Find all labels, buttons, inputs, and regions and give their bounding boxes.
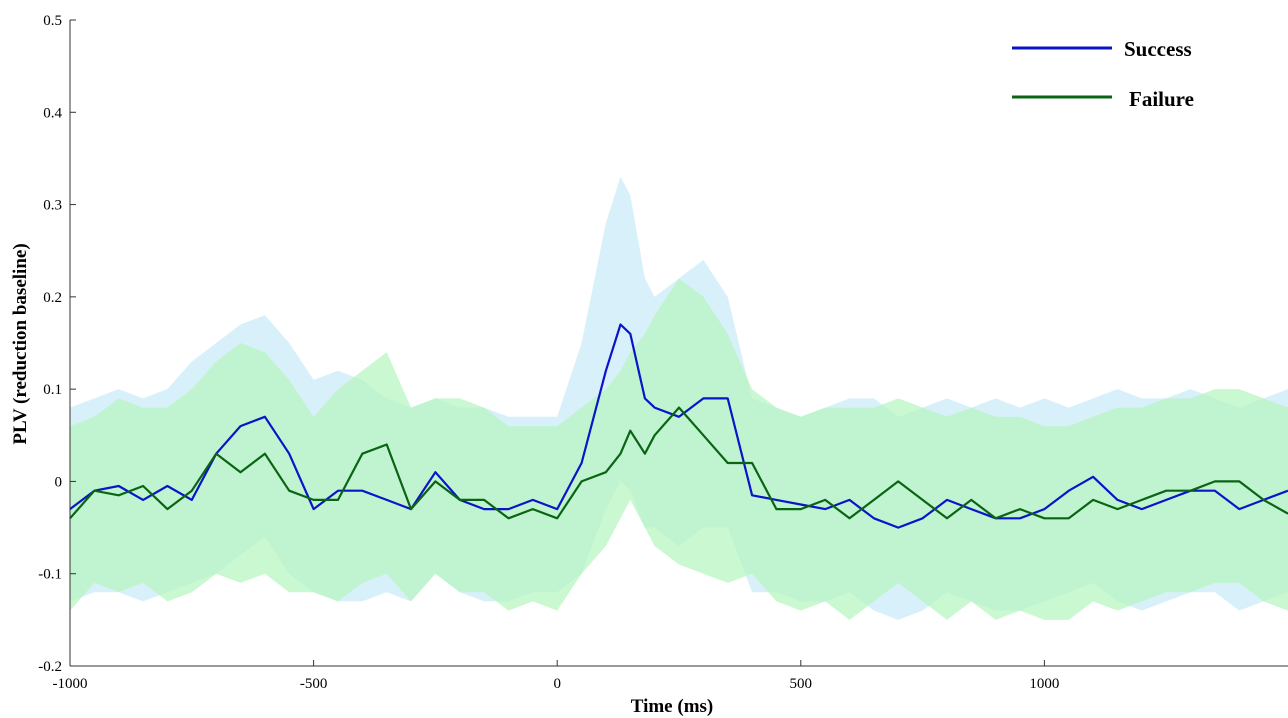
legend-label-failure: Failure: [1129, 87, 1194, 111]
y-axis-title: PLV (reduction baseline): [10, 243, 31, 444]
y-tick-label: 0: [55, 474, 63, 490]
x-tick-label: -500: [300, 676, 328, 692]
y-tick-label: 0.5: [43, 13, 62, 29]
y-tick-label: 0.2: [43, 290, 62, 306]
x-tick-label: 500: [790, 676, 813, 692]
line-failure: [69, 406, 1288, 520]
legend: Success Failure: [1012, 37, 1194, 111]
y-tick-label: 0.1: [43, 382, 62, 398]
x-tick-label: 0: [553, 676, 561, 692]
axes: [69, 19, 1288, 667]
line-success: [69, 323, 1288, 529]
band-failure: [70, 278, 1288, 620]
y-tick-label: -0.1: [38, 567, 62, 583]
legend-label-success: Success: [1124, 37, 1192, 61]
y-tick-label: -0.2: [38, 659, 62, 675]
y-tick-label: 0.3: [43, 198, 62, 214]
x-axis-title: Time (ms): [631, 696, 714, 717]
y-tick-label: 0.4: [43, 105, 62, 121]
x-tick-label: -1000: [53, 676, 88, 692]
series-lines: [69, 323, 1288, 529]
tick-labels: -0.2 -0.1 0 0.1 0.2 0.3 0.4 0.5 -1000 -500 0 500 100…: [38, 13, 1059, 692]
confidence-bands: [70, 176, 1288, 620]
x-tick-label: 1000: [1029, 676, 1059, 692]
